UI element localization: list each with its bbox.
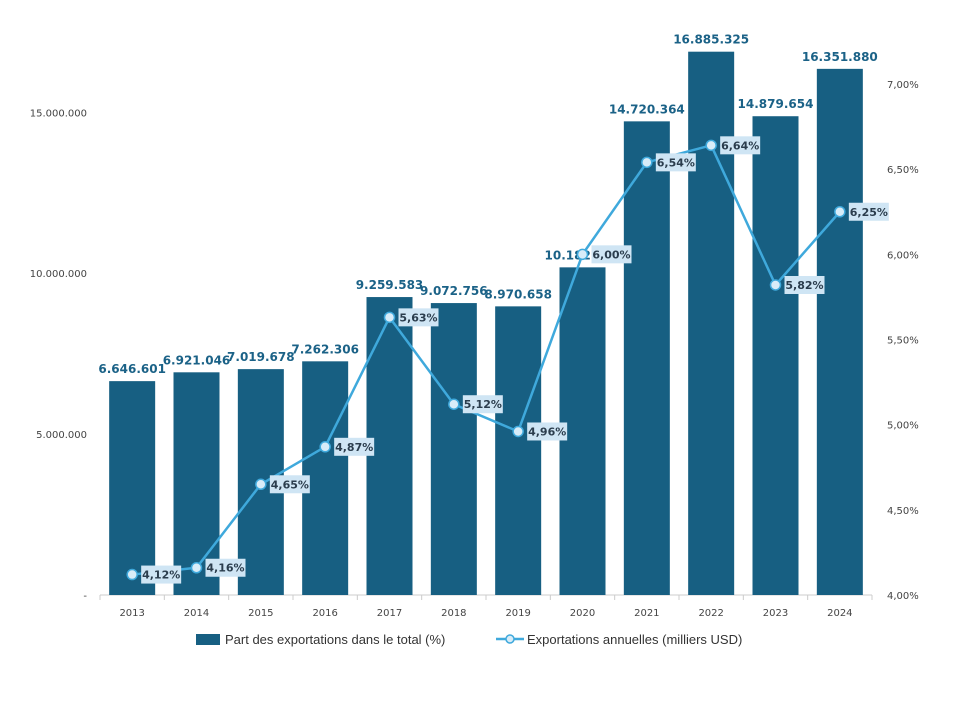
y-right-tick-label: 5,00% xyxy=(887,421,919,432)
line-data-label: 6,64% xyxy=(721,139,759,152)
legend-line-marker xyxy=(505,634,515,644)
line-data-label: 4,87% xyxy=(335,441,373,454)
line-label-box xyxy=(848,202,889,221)
x-tick-label: 2014 xyxy=(184,608,209,619)
bar-data-label: 14.879.654 xyxy=(738,97,814,111)
line-point xyxy=(190,561,203,574)
line-data-labels: 4,12% 4,16% 4,65% 4,87% 5,63% 5,12% 4,96% 6,00%… xyxy=(141,136,889,584)
line-label-box xyxy=(462,395,503,414)
line-data-label: 6,54% xyxy=(657,156,695,169)
line-data-label: 6,25% xyxy=(850,206,888,219)
line-point xyxy=(576,248,589,261)
line-label-box xyxy=(720,136,761,155)
x-tick-label: 2016 xyxy=(312,608,337,619)
bar xyxy=(430,303,477,595)
bar-data-label: 7.019.678 xyxy=(227,350,295,364)
bar xyxy=(688,51,735,596)
y-left-tick-label: - xyxy=(83,591,87,602)
x-tick-label: 2021 xyxy=(634,608,659,619)
line-label-box xyxy=(655,153,696,172)
x-tick-label: 2019 xyxy=(505,608,530,619)
line-label-box xyxy=(205,558,246,577)
legend-bar-label: Part des exportations dans le total (%) xyxy=(225,632,445,647)
line-point xyxy=(769,279,782,291)
line-data-label: 4,65% xyxy=(271,478,309,491)
y-right-tick-label: 4,50% xyxy=(887,506,919,517)
line-label-box xyxy=(398,308,439,327)
legend: Part des exportations dans le total (%) … xyxy=(196,632,742,647)
bar xyxy=(752,116,799,595)
x-tick-label: 2013 xyxy=(119,608,144,619)
bar xyxy=(173,372,220,595)
bar-data-label: 6.646.601 xyxy=(98,362,166,376)
y-right-tick-label: 4,00% xyxy=(887,591,919,602)
bar-data-label: 8.970.658 xyxy=(484,287,552,301)
bar xyxy=(109,381,156,595)
y-right-tick-label: 5,50% xyxy=(887,336,919,347)
line-series xyxy=(126,139,846,581)
line-point xyxy=(126,568,138,581)
y-left-tick-label: 10.000.000 xyxy=(30,269,87,280)
bar-data-label: 9.259.583 xyxy=(356,278,424,292)
y-right-tick-label: 7,00% xyxy=(887,80,919,91)
legend-line-label: Exportations annuelles (milliers USD) xyxy=(527,632,742,647)
bar-data-label: 7.262.306 xyxy=(291,342,359,356)
x-tick-label: 2017 xyxy=(377,608,402,619)
line-label-box xyxy=(784,275,825,294)
line-data-label: 5,82% xyxy=(785,279,823,292)
line-label-box xyxy=(334,437,375,456)
line-data-label: 4,16% xyxy=(206,562,244,575)
line-point xyxy=(834,206,846,218)
bar xyxy=(623,121,670,595)
line-point xyxy=(255,478,267,491)
x-tick-label: 2015 xyxy=(248,608,273,619)
y-left-tick-label: 15.000.000 xyxy=(30,108,87,119)
bar-data-label: 14.720.364 xyxy=(609,102,685,116)
bar xyxy=(816,68,863,595)
line-path xyxy=(132,144,841,576)
line-point xyxy=(641,156,653,169)
line-point xyxy=(319,441,331,453)
y-right-tick-label: 6,50% xyxy=(887,165,919,176)
axes: 2013 2014 2015 2016 2017 2018 2019 2020 2021 2022… xyxy=(30,80,919,619)
bar-series xyxy=(109,51,863,596)
y-left-tick-label: 5.000.000 xyxy=(36,430,87,441)
bar-data-label: 16.351.880 xyxy=(802,50,878,64)
bar-data-label: 6.921.046 xyxy=(163,353,231,367)
line-label-box xyxy=(269,475,310,494)
line-data-label: 4,96% xyxy=(528,425,566,438)
x-tick-label: 2020 xyxy=(570,608,595,619)
line-data-label: 5,12% xyxy=(464,398,502,411)
line-label-box xyxy=(591,245,632,264)
x-tick-label: 2022 xyxy=(698,608,723,619)
line-data-label: 6,00% xyxy=(592,248,630,261)
line-data-label: 4,12% xyxy=(142,569,180,582)
line-point xyxy=(448,398,460,410)
bar-data-label: 16.885.325 xyxy=(673,33,749,47)
line-data-label: 5,63% xyxy=(399,311,437,324)
x-tick-label: 2023 xyxy=(763,608,788,619)
bar xyxy=(495,306,542,595)
line-point xyxy=(705,139,717,152)
line-label-box xyxy=(527,422,568,441)
line-label-box xyxy=(141,565,182,584)
bar-data-label: 9.072.756 xyxy=(420,284,488,298)
x-tick-label: 2024 xyxy=(827,608,852,619)
y-right-tick-label: 6,00% xyxy=(887,250,919,261)
line-point xyxy=(383,311,396,324)
x-tick-label: 2018 xyxy=(441,608,466,619)
line-point xyxy=(512,425,524,438)
legend-bar-swatch xyxy=(196,634,220,645)
